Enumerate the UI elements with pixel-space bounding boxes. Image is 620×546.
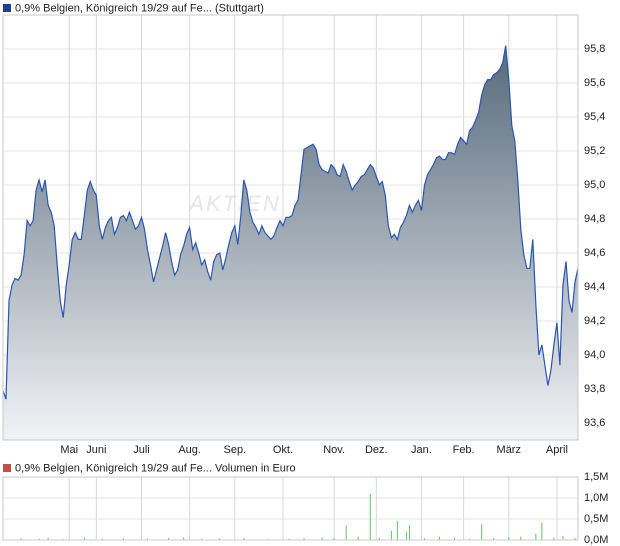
y-tick-label: 95,2 [584, 145, 605, 157]
area [3, 45, 578, 440]
y-tick-label: 93,8 [584, 383, 605, 395]
volume-bar [493, 537, 495, 540]
volume-bar [219, 538, 221, 540]
volume-bar [38, 538, 40, 540]
volume-bar [357, 536, 359, 540]
y-tick-label: 0,0M [584, 534, 608, 546]
watermark: AKTIEN [187, 191, 280, 216]
volume-bar [345, 525, 347, 540]
volume-bar [183, 537, 185, 540]
x-tick-label: Juli [133, 444, 150, 456]
volume-bar [47, 537, 49, 540]
y-tick-label: 95,0 [584, 179, 605, 191]
x-tick-label: Nov. [323, 444, 345, 456]
volume-bar [405, 531, 407, 540]
volume-bar [201, 538, 203, 540]
x-tick-label: März [497, 444, 521, 456]
y-tick-label: 94,4 [584, 281, 605, 293]
volume-bar [396, 521, 398, 540]
volume-bar [562, 536, 564, 540]
volume-bar [553, 537, 555, 540]
volume-bar [481, 524, 483, 540]
volume-bar [508, 537, 510, 540]
volume-bar [122, 538, 124, 540]
volume-bar [243, 537, 245, 540]
x-tick-label: Sep. [223, 444, 246, 456]
y-tick-label: 95,8 [584, 43, 605, 55]
volume-bar [423, 538, 425, 540]
volume-bar [520, 536, 522, 540]
volume-bar [369, 493, 371, 540]
y-tick-label: 94,2 [584, 315, 605, 327]
plot-frame [2, 14, 579, 441]
x-tick-label: April [546, 444, 568, 456]
x-tick-label: Dez. [365, 444, 388, 456]
volume-bar [535, 533, 537, 540]
volume-bar [288, 538, 290, 540]
volume-bar [408, 525, 410, 540]
y-tick-label: 94,8 [584, 213, 605, 225]
price-line [2, 45, 579, 400]
volume-bar [147, 538, 149, 540]
y-tick-label: 94,0 [584, 349, 605, 361]
volume-bar [168, 537, 170, 540]
plot-frame [2, 476, 579, 541]
x-tick-label: Jan. [411, 444, 432, 456]
chart-title: 0,9% Belgien, Königreich 19/29 auf Fe...… [15, 462, 296, 474]
plot-area [3, 477, 578, 540]
volume-bar [321, 537, 323, 540]
volume-bar [469, 538, 471, 540]
y-tick-label: 93,6 [584, 417, 605, 429]
x-tick-label: Juni [86, 444, 106, 456]
x-tick-label: Aug. [178, 444, 201, 456]
volume-bar [574, 537, 576, 540]
volume-bar [439, 536, 441, 540]
volume-bar [333, 537, 335, 540]
y-tick-label: 95,6 [584, 77, 605, 89]
y-tick-label: 95,4 [584, 111, 605, 123]
chart-title: 0,9% Belgien, Königreich 19/29 auf Fe...… [15, 2, 264, 14]
volume-bar [101, 538, 103, 540]
volume-bar [378, 537, 380, 540]
volume-bar [83, 537, 85, 540]
x-tick-label: Okt. [273, 444, 293, 456]
volume-bar [303, 538, 305, 540]
volume-bar [454, 537, 456, 540]
y-tick-label: 1,5M [584, 471, 608, 483]
y-tick-label: 0,5M [584, 513, 608, 525]
y-tick-label: 94,6 [584, 247, 605, 259]
legend-swatch [3, 464, 11, 472]
x-tick-label: Feb. [453, 444, 475, 456]
volume-bar [541, 522, 543, 540]
volume-bar [20, 538, 22, 540]
x-tick-label: Mai [60, 444, 78, 456]
legend-swatch [3, 4, 11, 12]
y-tick-label: 1,0M [584, 492, 608, 504]
volume-bar [390, 530, 392, 540]
